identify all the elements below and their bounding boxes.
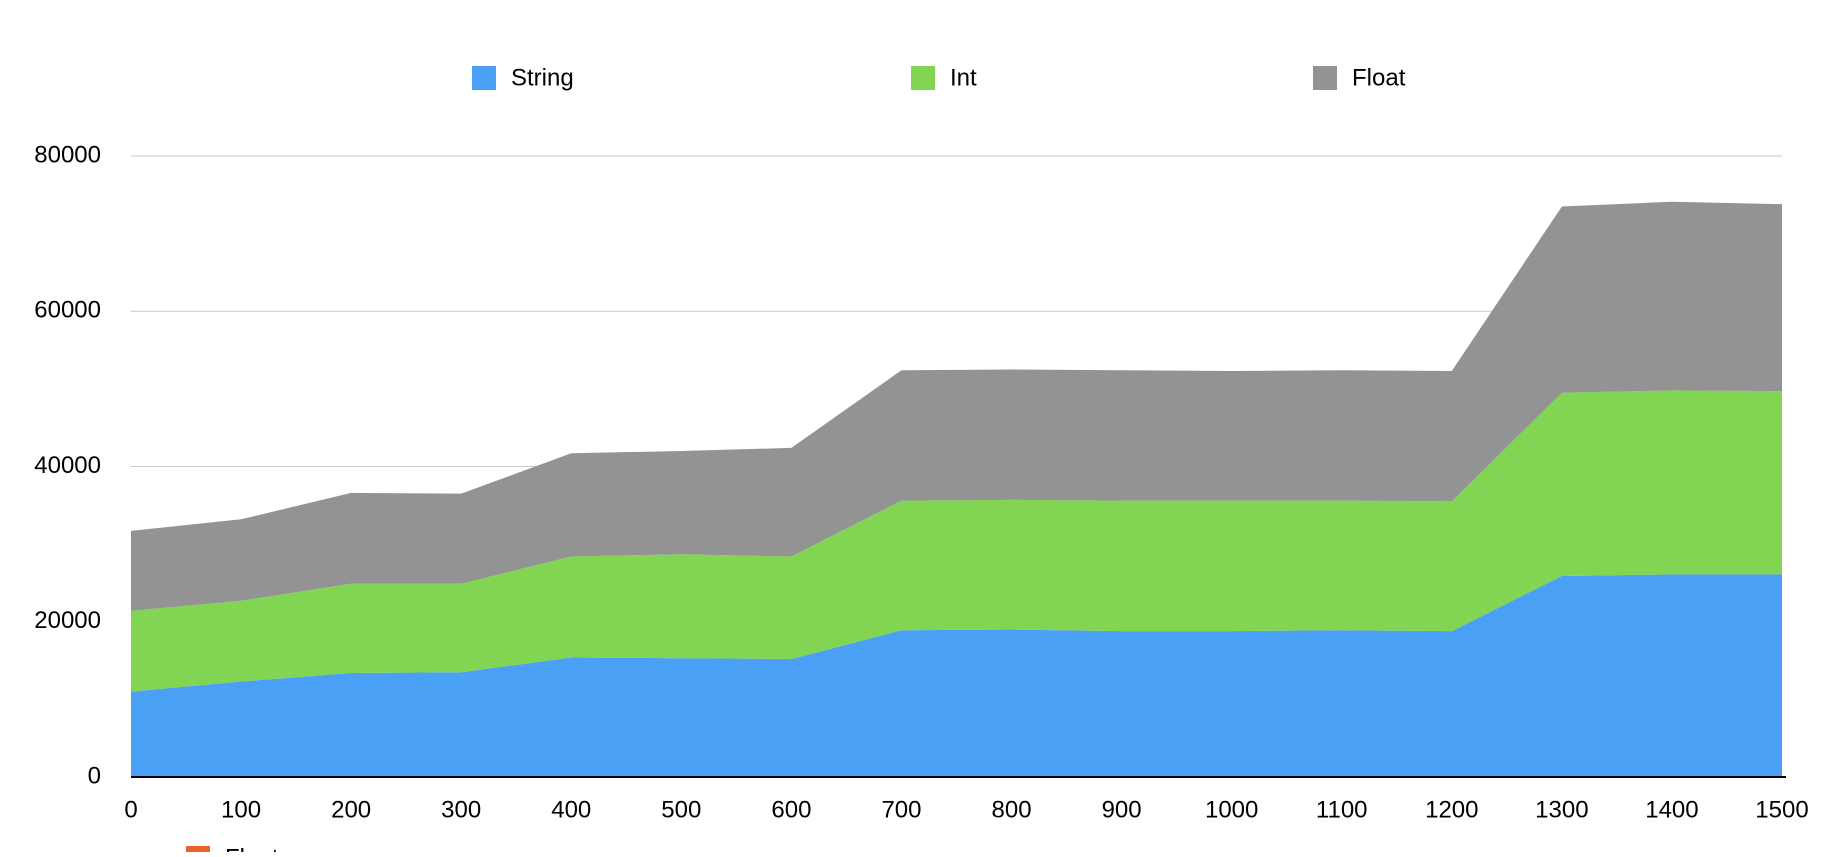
x-tick-label: 500: [661, 796, 701, 823]
x-tick-label: 1100: [1316, 796, 1368, 823]
x-tick-label: 1400: [1645, 796, 1698, 823]
y-tick-label: 80000: [34, 141, 101, 168]
legend-label-float: Float: [1352, 64, 1406, 91]
y-tick-label: 60000: [34, 297, 101, 324]
x-tick-label: 200: [331, 796, 371, 823]
legend-swatch-string: [472, 66, 496, 90]
x-tick-label: 900: [1102, 796, 1142, 823]
legend-swatch-float: [1313, 66, 1337, 90]
area-series-string: [131, 574, 1782, 777]
x-tick-label: 600: [771, 796, 811, 823]
area-series-group: [131, 201, 1782, 777]
x-tick-label: 700: [881, 796, 921, 823]
x-tick-label: 1300: [1535, 796, 1588, 823]
x-tick-label: 1500: [1755, 796, 1808, 823]
axes: 0 20000 40000 60000 80000 0 100 200 300 400 500 600…: [34, 141, 1808, 823]
x-tick-label: 1200: [1425, 796, 1478, 823]
y-tick-label: 20000: [34, 607, 101, 634]
legend-swatch-int: [911, 66, 935, 90]
area-series-float: [131, 201, 1782, 611]
x-tick-label: 400: [551, 796, 591, 823]
area-series-int: [131, 390, 1782, 692]
legend-swatch-extra: [186, 846, 210, 857]
legend-label-string: String: [511, 64, 574, 91]
x-tick-label: 800: [992, 796, 1032, 823]
legend-label-int: Int: [950, 64, 977, 91]
x-tick-label: 0: [124, 796, 137, 823]
y-tick-label: 0: [88, 762, 101, 789]
y-tick-label: 40000: [34, 452, 101, 479]
x-tick-label: 1000: [1205, 796, 1258, 823]
x-tick-label: 300: [441, 796, 481, 823]
legend-label-extra: Float: [225, 844, 279, 852]
x-tick-label: 100: [221, 796, 261, 823]
